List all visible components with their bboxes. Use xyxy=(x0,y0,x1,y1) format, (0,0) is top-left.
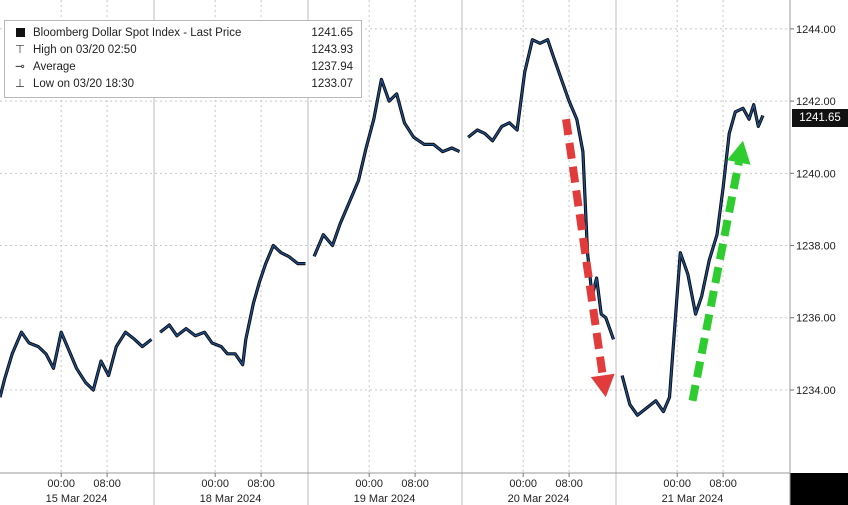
series-segment-1 xyxy=(159,244,306,366)
y-tick-label-5: 1234.00 xyxy=(796,385,836,397)
axis-strip-bottom xyxy=(0,473,790,505)
x-time-label-7: 08:00 xyxy=(555,478,583,490)
x-day-label-3: 20 Mar 2024 xyxy=(508,493,570,505)
x-time-label-4: 00:00 xyxy=(355,478,383,490)
legend-average-value: 1237.94 xyxy=(311,61,353,73)
low-marker-icon: ⊥ xyxy=(14,78,26,90)
x-day-label-4: 21 Mar 2024 xyxy=(662,493,724,505)
red-arrow-head xyxy=(590,373,615,398)
series-segment-2 xyxy=(313,78,460,257)
series-segment-4 xyxy=(621,104,764,416)
series-line xyxy=(0,38,765,417)
y-axis: 1244.00 1242.00 1240.00 1238.00 1236.00 1234.… xyxy=(790,24,836,397)
legend-high-value: 1243.93 xyxy=(311,44,353,56)
y-tick-label-0: 1244.00 xyxy=(796,24,836,36)
y-tick-label-2: 1240.00 xyxy=(796,168,836,180)
legend-low-value: 1233.07 xyxy=(311,78,353,90)
green-arrow-shaft xyxy=(688,161,743,402)
x-time-label-6: 00:00 xyxy=(509,478,537,490)
x-time-label-8: 00:00 xyxy=(663,478,691,490)
high-marker-icon: ⊤ xyxy=(14,44,26,56)
legend-low-label: Low on 03/20 18:30 xyxy=(33,78,135,90)
red-arrow-shaft xyxy=(562,118,607,376)
x-day-label-1: 18 Mar 2024 xyxy=(200,493,262,505)
legend-swatch-icon xyxy=(11,25,29,42)
legend-row-high: ⊤ High on 03/20 02:50 1243.93 xyxy=(11,42,355,59)
x-time-label-2: 00:00 xyxy=(201,478,229,490)
grid-lines xyxy=(0,0,790,473)
x-time-label-0: 00:00 xyxy=(47,478,75,490)
x-time-label-5: 08:00 xyxy=(401,478,429,490)
legend-high-label: High on 03/20 02:50 xyxy=(33,44,137,56)
x-time-label-3: 08:00 xyxy=(247,478,275,490)
axis-strip-right xyxy=(790,0,848,473)
legend-box: Bloomberg Dollar Spot Index - Last Price… xyxy=(4,20,362,98)
legend-row-last: Bloomberg Dollar Spot Index - Last Price… xyxy=(11,25,355,42)
trend-arrows xyxy=(562,118,751,402)
x-day-label-2: 19 Mar 2024 xyxy=(354,493,416,505)
green-arrow-head xyxy=(727,140,751,165)
legend-row-low: ⊥ Low on 03/20 18:30 1233.07 xyxy=(11,76,355,93)
legend-average-label: Average xyxy=(33,61,76,73)
legend-row-average: ⊸ Average 1237.94 xyxy=(11,59,355,76)
series-segment-3 xyxy=(467,39,615,340)
average-marker-icon: ⊸ xyxy=(15,61,25,73)
x-time-label-1: 08:00 xyxy=(93,478,121,490)
last-price-badge: 1241.65 xyxy=(792,109,848,127)
y-tick-label-4: 1236.00 xyxy=(796,313,836,325)
legend-last-value: 1241.65 xyxy=(311,27,353,39)
legend-title: Bloomberg Dollar Spot Index - Last Price xyxy=(33,27,242,39)
x-day-label-0: 15 Mar 2024 xyxy=(46,493,108,505)
x-axis: 00:00 08:00 00:00 08:00 00:00 08:00 00:00 08:00… xyxy=(46,473,737,505)
y-tick-label-3: 1238.00 xyxy=(796,241,836,253)
y-tick-label-1: 1242.00 xyxy=(796,96,836,108)
x-time-label-9: 08:00 xyxy=(709,478,737,490)
series-segment-0 xyxy=(0,331,152,398)
